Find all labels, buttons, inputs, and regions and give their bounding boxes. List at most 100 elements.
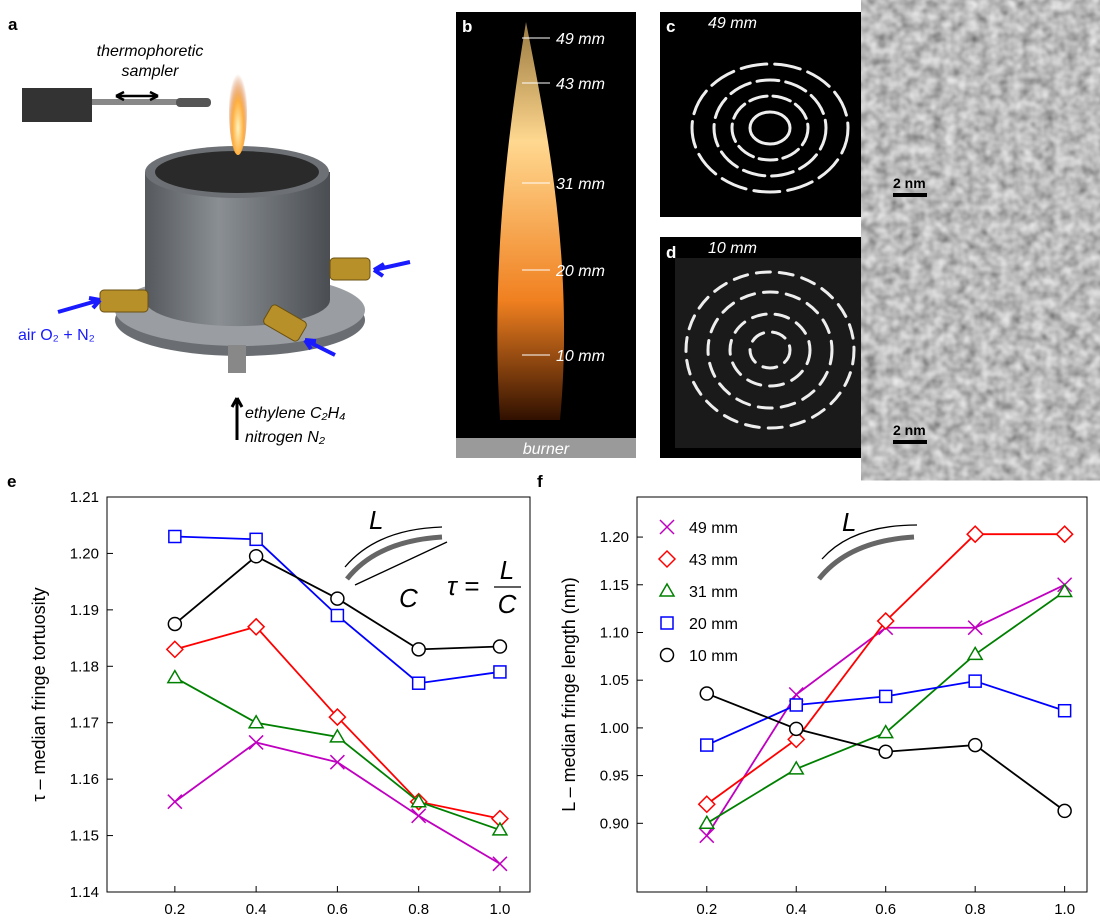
legend-label: 43 mm [689, 552, 738, 569]
legend-marker [661, 649, 674, 662]
y-tick-label: 1.05 [600, 672, 629, 689]
y-tick-label: 1.10 [600, 624, 629, 641]
panel-letter: e [7, 472, 16, 491]
marker [969, 675, 981, 687]
marker [493, 640, 506, 653]
y-tick-label: 1.15 [600, 577, 629, 594]
legend-marker [660, 584, 674, 596]
series-line [175, 678, 500, 830]
marker [412, 809, 426, 823]
panel-letter: b [462, 17, 472, 36]
legend-label: 31 mm [689, 584, 738, 601]
height-label: 31 mm [556, 176, 605, 193]
y-tick-label: 1.18 [70, 658, 99, 675]
legend-marker [661, 617, 673, 629]
marker [493, 857, 507, 871]
label: 10 mm [708, 240, 757, 257]
marker [700, 687, 713, 700]
marker [331, 592, 344, 605]
panel-letter: a [8, 15, 18, 34]
y-tick-label: 1.15 [70, 828, 99, 845]
marker [250, 533, 262, 545]
marker [1057, 526, 1073, 542]
marker [969, 739, 982, 752]
height-label: 10 mm [556, 348, 605, 365]
label: 2 nm [893, 175, 926, 191]
marker [331, 610, 343, 622]
x-tick-label: 0.8 [408, 901, 429, 917]
label: 2 nm [893, 422, 926, 438]
x-tick-label: 0.6 [327, 901, 348, 917]
label: burner [523, 441, 570, 458]
flame [229, 65, 247, 155]
y-tick-label: 0.90 [600, 815, 629, 832]
panel-a: a thermophoretic sampler air O₂ + N₂ eth… [8, 15, 410, 446]
marker [700, 816, 714, 828]
x-tick-label: 1.0 [490, 901, 511, 917]
label: thermophoretic [97, 43, 204, 60]
annotation: L [369, 505, 383, 535]
marker [1059, 705, 1071, 717]
y-tick-label: 1.20 [600, 529, 629, 546]
annotation: L [842, 507, 856, 537]
label: air O₂ + N₂ [18, 327, 95, 344]
plot-frame [107, 497, 530, 892]
x-tick-label: 0.2 [164, 901, 185, 917]
panel-letter: f [537, 472, 543, 491]
burner-surface [155, 151, 319, 193]
marker [412, 643, 425, 656]
fringe-sketch [347, 537, 442, 579]
arrow [116, 92, 158, 100]
marker [249, 716, 263, 728]
legend-marker [660, 520, 674, 534]
y-tick-label: 1.17 [70, 715, 99, 732]
y-axis-label: L – median fringe length (nm) [559, 577, 579, 811]
label: ethylene C₂H₄ [245, 405, 346, 422]
scale-bar [893, 193, 927, 197]
annotation: L [500, 555, 514, 585]
marker [789, 762, 803, 774]
y-tick-label: 1.21 [70, 489, 99, 506]
label: nitrogen N₂ [245, 429, 325, 446]
series-line [707, 534, 1065, 804]
marker [880, 690, 892, 702]
annotation: τ = [447, 571, 479, 601]
marker [330, 755, 344, 769]
marker [701, 739, 713, 751]
x-tick-label: 0.6 [875, 901, 896, 917]
legend-label: 10 mm [689, 648, 738, 665]
x-tick-label: 1.0 [1054, 901, 1075, 917]
y-axis-label: τ – median fringe tortuosity [29, 587, 49, 801]
marker [879, 745, 892, 758]
height-label: 43 mm [556, 76, 605, 93]
marker [494, 666, 506, 678]
y-tick-label: 1.00 [600, 720, 629, 737]
marker [1058, 804, 1071, 817]
legend-label: 20 mm [689, 616, 738, 633]
height-label: 20 mm [555, 263, 605, 280]
legend-label: 49 mm [689, 520, 738, 537]
figure: a thermophoretic sampler air O₂ + N₂ eth… [0, 0, 1100, 917]
sampler-probe [176, 98, 211, 107]
marker [168, 671, 182, 683]
marker [413, 677, 425, 689]
annotation: C [399, 583, 418, 613]
arrow [232, 398, 242, 440]
fringe-sketch [819, 537, 914, 579]
panel-c: c 49 mm 2 nm [660, 12, 1090, 217]
label: sampler [122, 63, 180, 80]
marker [167, 641, 183, 657]
x-tick-label: 0.2 [696, 901, 717, 917]
marker [168, 795, 182, 809]
marker [968, 647, 982, 659]
arrow [822, 525, 917, 559]
marker [168, 617, 181, 630]
y-tick-label: 0.95 [600, 768, 629, 785]
label: 49 mm [708, 15, 757, 32]
legend-marker [659, 551, 675, 567]
y-tick-label: 1.20 [70, 545, 99, 562]
marker [249, 735, 263, 749]
fringe-map [675, 258, 865, 448]
y-tick-label: 1.14 [70, 884, 99, 901]
x-tick-label: 0.4 [786, 901, 807, 917]
